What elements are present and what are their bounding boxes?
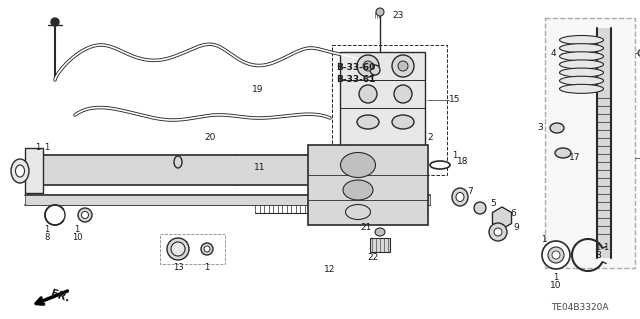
Ellipse shape xyxy=(81,211,88,219)
Text: 22: 22 xyxy=(367,253,379,262)
Ellipse shape xyxy=(559,35,604,44)
Ellipse shape xyxy=(550,123,564,133)
Ellipse shape xyxy=(340,152,376,177)
Ellipse shape xyxy=(343,180,373,200)
Text: 7: 7 xyxy=(467,188,473,197)
Bar xyxy=(545,18,635,268)
Text: 3: 3 xyxy=(537,123,543,132)
Text: 1: 1 xyxy=(204,263,210,272)
Ellipse shape xyxy=(370,65,380,75)
Bar xyxy=(370,238,390,252)
Text: 5: 5 xyxy=(490,199,496,209)
Ellipse shape xyxy=(638,49,640,57)
Ellipse shape xyxy=(174,156,182,168)
Text: TE04B3320A: TE04B3320A xyxy=(551,303,609,313)
Ellipse shape xyxy=(548,247,564,263)
Ellipse shape xyxy=(452,188,468,206)
Ellipse shape xyxy=(392,55,414,77)
Text: 1: 1 xyxy=(604,243,609,253)
Ellipse shape xyxy=(204,246,210,252)
Text: 4: 4 xyxy=(550,48,556,57)
Text: B-33-60: B-33-60 xyxy=(336,63,375,71)
Bar xyxy=(340,52,425,147)
Text: 20: 20 xyxy=(204,132,216,142)
Text: 1: 1 xyxy=(452,151,458,160)
Ellipse shape xyxy=(398,61,408,71)
Ellipse shape xyxy=(559,84,604,93)
Text: 12: 12 xyxy=(324,265,336,275)
Bar xyxy=(160,234,225,264)
Ellipse shape xyxy=(394,85,412,103)
Text: 9: 9 xyxy=(513,224,519,233)
Ellipse shape xyxy=(359,85,377,103)
Ellipse shape xyxy=(559,68,604,77)
Bar xyxy=(332,45,447,175)
Text: 19: 19 xyxy=(252,85,264,94)
Bar xyxy=(308,145,428,225)
Text: 8: 8 xyxy=(44,234,50,242)
Text: 17: 17 xyxy=(569,153,580,162)
Ellipse shape xyxy=(542,241,570,269)
Ellipse shape xyxy=(171,242,185,256)
Text: 1: 1 xyxy=(44,143,50,152)
Bar xyxy=(30,155,310,185)
Text: 1: 1 xyxy=(595,243,600,253)
Text: 10: 10 xyxy=(72,234,83,242)
Ellipse shape xyxy=(456,192,464,202)
Ellipse shape xyxy=(392,115,414,129)
Circle shape xyxy=(51,18,59,26)
Ellipse shape xyxy=(11,159,29,183)
Bar xyxy=(25,195,430,205)
Ellipse shape xyxy=(363,61,373,71)
Text: 15: 15 xyxy=(449,95,461,105)
Ellipse shape xyxy=(494,228,502,236)
Ellipse shape xyxy=(357,55,379,77)
Ellipse shape xyxy=(474,202,486,214)
Text: 13: 13 xyxy=(173,263,183,272)
Text: 21: 21 xyxy=(360,222,372,232)
Ellipse shape xyxy=(430,161,450,169)
Text: 23: 23 xyxy=(392,11,404,19)
Text: 1: 1 xyxy=(74,226,79,234)
Ellipse shape xyxy=(552,251,560,259)
Ellipse shape xyxy=(375,228,385,236)
Text: 1: 1 xyxy=(35,143,40,152)
Ellipse shape xyxy=(346,204,371,219)
Bar xyxy=(596,28,611,258)
Ellipse shape xyxy=(559,44,604,53)
Ellipse shape xyxy=(489,223,507,241)
Text: 6: 6 xyxy=(510,209,516,218)
Ellipse shape xyxy=(231,155,239,185)
Text: 1: 1 xyxy=(541,235,547,244)
Text: FR.: FR. xyxy=(49,288,71,304)
Ellipse shape xyxy=(45,205,65,225)
Ellipse shape xyxy=(15,165,24,177)
Ellipse shape xyxy=(78,208,92,222)
Ellipse shape xyxy=(201,243,213,255)
Ellipse shape xyxy=(167,238,189,260)
Text: B-33-61: B-33-61 xyxy=(336,76,376,85)
Text: 18: 18 xyxy=(457,158,468,167)
Ellipse shape xyxy=(559,76,604,85)
Text: 1: 1 xyxy=(554,273,559,283)
Ellipse shape xyxy=(559,52,604,61)
Ellipse shape xyxy=(559,60,604,69)
Text: 1: 1 xyxy=(44,226,50,234)
Text: 11: 11 xyxy=(254,164,266,173)
Text: 8: 8 xyxy=(595,251,601,261)
Ellipse shape xyxy=(357,115,379,129)
Text: 10: 10 xyxy=(550,281,562,291)
Ellipse shape xyxy=(376,8,384,16)
Text: 2: 2 xyxy=(427,133,433,143)
Bar xyxy=(25,148,43,193)
Ellipse shape xyxy=(555,148,571,158)
